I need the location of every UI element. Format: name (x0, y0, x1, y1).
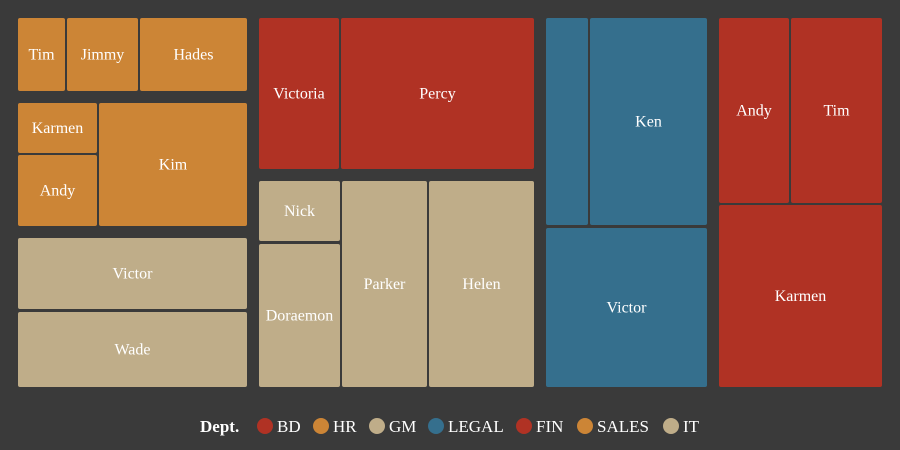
treemap-cell-tim-18[interactable]: Tim (791, 18, 882, 203)
legend-label: FIN (536, 417, 563, 436)
treemap-cell-label: Doraemon (266, 308, 334, 325)
treemap-cell-label: Percy (419, 86, 455, 103)
treemap-cell-label: Victor (113, 266, 154, 283)
treemap-cell-rect[interactable] (546, 228, 707, 387)
treemap-cell-rect[interactable] (341, 18, 534, 169)
treemap-cell-rect[interactable] (18, 238, 247, 309)
treemap-cell-nick-10[interactable]: Nick (259, 181, 340, 241)
treemap-cell-ken-15[interactable]: Ken (590, 18, 707, 225)
legend-item-sales[interactable]: SALES (577, 417, 649, 436)
treemap-cell-rect[interactable] (719, 18, 789, 203)
legend-label: GM (389, 417, 416, 436)
treemap-cell-rect[interactable] (259, 18, 339, 169)
treemap-cell-label: Victoria (273, 86, 324, 103)
legend-swatch (428, 418, 444, 434)
treemap-cell-rect[interactable] (67, 18, 138, 91)
treemap-cell-rect[interactable] (18, 103, 97, 153)
treemap-cell-rect[interactable] (791, 18, 882, 203)
legend-label: LEGAL (448, 417, 504, 436)
treemap-cell-label: Karmen (775, 288, 827, 305)
legend-swatch (313, 418, 329, 434)
treemap-cell-karmen-19[interactable]: Karmen (719, 205, 882, 387)
treemap-cell-label: Andy (736, 103, 772, 120)
treemap-cell-label: Andy (40, 183, 76, 200)
legend-swatch (257, 418, 273, 434)
treemap-cell-rect[interactable] (18, 18, 65, 91)
legend-label: IT (683, 417, 700, 436)
treemap-cell-label: Wade (114, 342, 150, 359)
legend-swatch (516, 418, 532, 434)
legend-swatch (577, 418, 593, 434)
legend-item-it[interactable]: IT (663, 417, 700, 436)
treemap-cell-label: Karmen (32, 120, 84, 137)
treemap-cell-label: Tim (28, 47, 55, 64)
treemap-cell-victor-6[interactable]: Victor (18, 238, 247, 309)
treemap-cell-hades-2[interactable]: Hades (140, 18, 247, 91)
treemap-cell-tim-0[interactable]: Tim (18, 18, 65, 91)
treemap-cell-rect[interactable] (18, 155, 97, 226)
treemap-cell-kim-5[interactable]: Kim (99, 103, 247, 226)
treemap-cell-rect[interactable] (99, 103, 247, 226)
treemap-cell-jimmy-1[interactable]: Jimmy (67, 18, 138, 91)
legend-swatch (369, 418, 385, 434)
treemap-cell-victor-16[interactable]: Victor (546, 228, 707, 387)
legend-swatch (663, 418, 679, 434)
treemap-cell-victoria-8[interactable]: Victoria (259, 18, 339, 169)
legend: Dept. BD HR GM LEGAL FIN SALES IT (200, 417, 700, 436)
legend-item-bd[interactable]: BD (257, 417, 301, 436)
treemap-cell-doraemon-11[interactable]: Doraemon (259, 244, 340, 387)
treemap-cell-rect[interactable] (259, 181, 340, 241)
treemap-cell-karmen-3[interactable]: Karmen (18, 103, 97, 153)
treemap-cell-rect[interactable] (18, 312, 247, 387)
legend-item-legal[interactable]: LEGAL (428, 417, 504, 436)
legend-label: SALES (597, 417, 649, 436)
legend-item-fin[interactable]: FIN (516, 417, 563, 436)
treemap-cell-rect[interactable] (546, 18, 588, 225)
treemap-cell-label: Jimmy (81, 47, 125, 64)
treemap-cell-wade-7[interactable]: Wade (18, 312, 247, 387)
treemap-cell-helen-13[interactable]: Helen (429, 181, 534, 387)
treemap-cell-rect[interactable] (719, 205, 882, 387)
treemap-cell-label: Tim (823, 103, 850, 120)
treemap-cell-rect[interactable] (590, 18, 707, 225)
treemap-cell-andy-17[interactable]: Andy (719, 18, 789, 203)
legend-label: HR (333, 417, 357, 436)
treemap-cell-parker-12[interactable]: Parker (342, 181, 427, 387)
legend-item-gm[interactable]: GM (369, 417, 416, 436)
legend-label: BD (277, 417, 301, 436)
treemap-cell-rect[interactable] (429, 181, 534, 387)
treemap-cell-rect[interactable] (342, 181, 427, 387)
treemap-cell-unlabeled-14[interactable] (546, 18, 588, 225)
treemap-cell-percy-9[interactable]: Percy (341, 18, 534, 169)
treemap-cell-label: Nick (284, 203, 315, 220)
treemap-cell-andy-4[interactable]: Andy (18, 155, 97, 226)
treemap-cell-label: Parker (364, 276, 406, 293)
treemap-cell-label: Victor (607, 300, 648, 317)
treemap-cell-label: Helen (462, 276, 500, 293)
treemap-cell-rect[interactable] (140, 18, 247, 91)
treemap-cell-label: Kim (159, 157, 188, 174)
treemap-cell-rect[interactable] (259, 244, 340, 387)
treemap-cell-label: Hades (174, 47, 214, 64)
treemap-cell-label: Ken (635, 114, 662, 131)
legend-item-hr[interactable]: HR (313, 417, 357, 436)
legend-title: Dept. (200, 417, 239, 436)
